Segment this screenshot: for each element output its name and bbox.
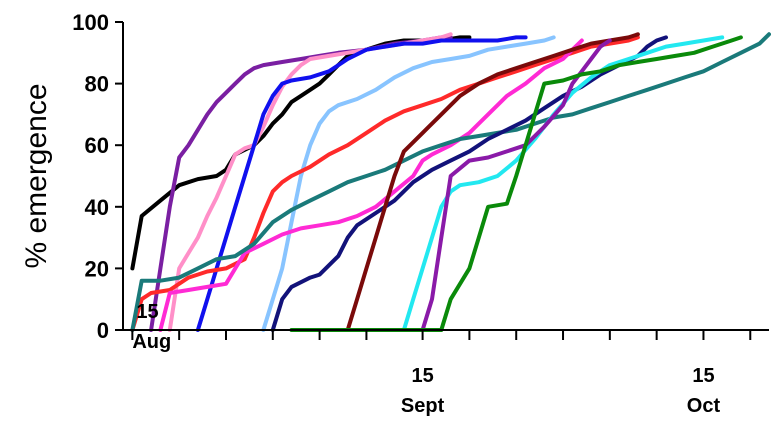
y-tick-label: 0 [97, 318, 109, 343]
y-tick-label: 100 [72, 10, 109, 35]
series-line-10 [345, 32, 640, 332]
x-date-label-month: Oct [687, 395, 721, 417]
x-date-label-day: 15 [411, 365, 433, 387]
x-date-label-month: Aug [132, 331, 171, 353]
x-date-label-month: Sept [401, 395, 445, 417]
y-axis-label: % emergence [20, 83, 53, 268]
series-line-6 [130, 35, 640, 332]
series-layer [130, 32, 771, 332]
x-tick-labels: 15 Aug 15 Sept 15 Oct [132, 301, 720, 417]
y-tick-label: 40 [85, 195, 109, 220]
series-line-11 [401, 35, 725, 332]
series-line-5 [261, 35, 556, 332]
axes-layer [122, 22, 769, 331]
x-ticks [131, 330, 752, 340]
y-tick-label: 60 [85, 133, 109, 158]
y-ticks: 0 20 40 60 80 100 [72, 10, 123, 343]
y-tick-label: 20 [85, 256, 109, 281]
series-line-4 [195, 35, 528, 332]
series-line-8 [130, 32, 771, 332]
series-line-7 [158, 38, 584, 332]
y-tick-label: 80 [85, 72, 109, 97]
x-date-label-day: 15 [136, 301, 158, 323]
x-date-label-day: 15 [692, 365, 714, 387]
